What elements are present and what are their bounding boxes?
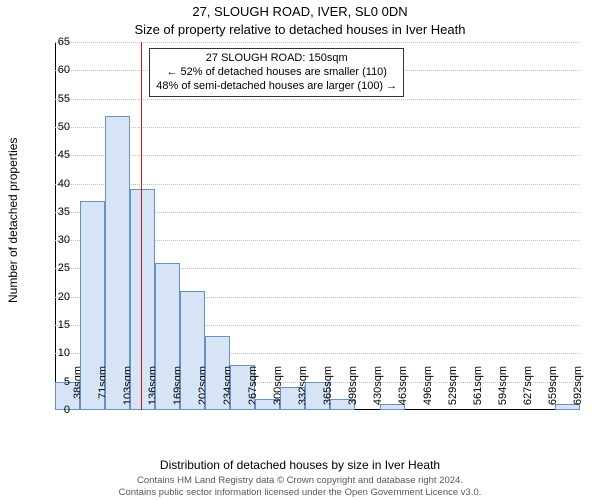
annotation-line1: 27 SLOUGH ROAD: 150sqm	[156, 52, 397, 66]
plot-area: 38sqm71sqm103sqm136sqm169sqm202sqm234sqm…	[55, 42, 580, 410]
y-tick-label: 35	[40, 206, 70, 218]
y-tick-label: 15	[40, 319, 70, 331]
annotation-line3: 48% of semi-detached houses are larger (…	[156, 80, 397, 94]
footer-text: Contains HM Land Registry data © Crown c…	[0, 475, 600, 498]
x-tick-label: 398sqm	[347, 366, 359, 416]
gridline	[55, 184, 580, 185]
y-tick-label: 0	[40, 404, 70, 416]
y-tick-label: 10	[40, 347, 70, 359]
reference-line	[141, 42, 142, 410]
y-tick-label: 25	[40, 262, 70, 274]
gridline	[55, 155, 580, 156]
y-tick-label: 20	[40, 291, 70, 303]
y-tick-label: 40	[40, 178, 70, 190]
x-tick-label: 561sqm	[472, 366, 484, 416]
chart-title-address: 27, SLOUGH ROAD, IVER, SL0 0DN	[0, 4, 600, 19]
x-tick-label: 627sqm	[522, 366, 534, 416]
y-tick-label: 55	[40, 93, 70, 105]
y-tick-label: 50	[40, 121, 70, 133]
x-tick-label: 529sqm	[447, 366, 459, 416]
y-tick-label: 65	[40, 36, 70, 48]
gridline	[55, 99, 580, 100]
y-tick-label: 5	[40, 376, 70, 388]
x-tick-label: 496sqm	[422, 366, 434, 416]
y-tick-label: 60	[40, 64, 70, 76]
y-tick-label: 45	[40, 149, 70, 161]
y-axis-label: Number of detached properties	[6, 0, 20, 440]
chart-title-subtitle: Size of property relative to detached ho…	[0, 22, 600, 37]
gridline	[55, 42, 580, 43]
x-axis-label: Distribution of detached houses by size …	[0, 458, 600, 472]
chart-container: 27, SLOUGH ROAD, IVER, SL0 0DN Size of p…	[0, 0, 600, 500]
annotation-box: 27 SLOUGH ROAD: 150sqm← 52% of detached …	[149, 48, 404, 97]
annotation-line2: ← 52% of detached houses are smaller (11…	[156, 66, 397, 80]
x-tick-label: 692sqm	[572, 366, 584, 416]
gridline	[55, 127, 580, 128]
x-tick-label: 463sqm	[397, 366, 409, 416]
footer-line2: Contains public sector information licen…	[0, 487, 600, 498]
y-tick-label: 30	[40, 234, 70, 246]
x-tick-label: 594sqm	[497, 366, 509, 416]
footer-line1: Contains HM Land Registry data © Crown c…	[0, 475, 600, 486]
